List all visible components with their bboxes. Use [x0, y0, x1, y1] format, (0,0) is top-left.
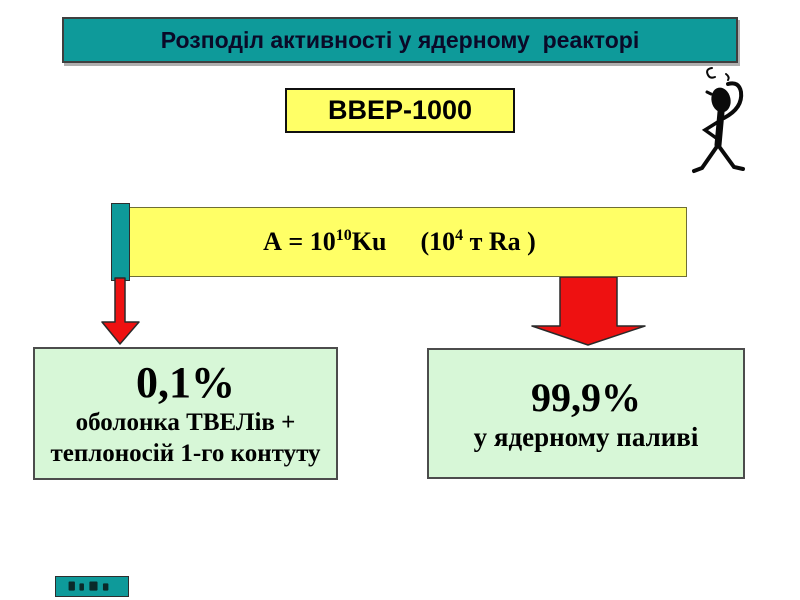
formula-part3: (10 — [420, 227, 456, 256]
title-banner: Розподіл активності у ядерному реакторі — [62, 17, 738, 63]
left-branch-line2: теплоносій 1-го контуту — [50, 439, 321, 467]
reactor-label-box: ВВЕР-1000 — [285, 88, 515, 133]
activity-bar: А = 1010Ku (104 т Ra ) — [112, 207, 687, 277]
right-down-arrow-icon — [531, 277, 646, 346]
right-branch-caption: у ядерному паливі — [473, 422, 699, 452]
right-branch-percent: 99,9% — [531, 375, 641, 420]
left-branch-percent: 0,1% — [136, 357, 235, 407]
left-branch-line1: оболонка ТВЕЛів + — [75, 409, 296, 437]
branch-box-nuclear-fuel: 99,9% у ядерному паливі — [427, 348, 745, 479]
thinking-person-icon — [692, 67, 745, 173]
formula-part2: Ku — [351, 227, 387, 256]
formula-part4: т Ra ) — [463, 227, 536, 256]
footer-logo — [55, 576, 129, 597]
fuel-cladding-strip — [111, 203, 130, 281]
formula-exponent-10: 10 — [335, 227, 352, 244]
footer-logo-marks-icon — [68, 581, 109, 591]
activity-formula: А = 1010Ku (104 т Ra ) — [263, 227, 536, 257]
branch-box-cladding-coolant: 0,1% оболонка ТВЕЛів + теплоносій 1-го к… — [33, 347, 338, 480]
formula-exponent-4: 4 — [455, 227, 464, 244]
formula-part1: А = 10 — [263, 227, 336, 256]
reactor-label: ВВЕР-1000 — [327, 95, 473, 125]
slide-title: Розподіл активності у ядерному реакторі — [160, 26, 640, 53]
left-down-arrow-icon — [101, 277, 140, 345]
